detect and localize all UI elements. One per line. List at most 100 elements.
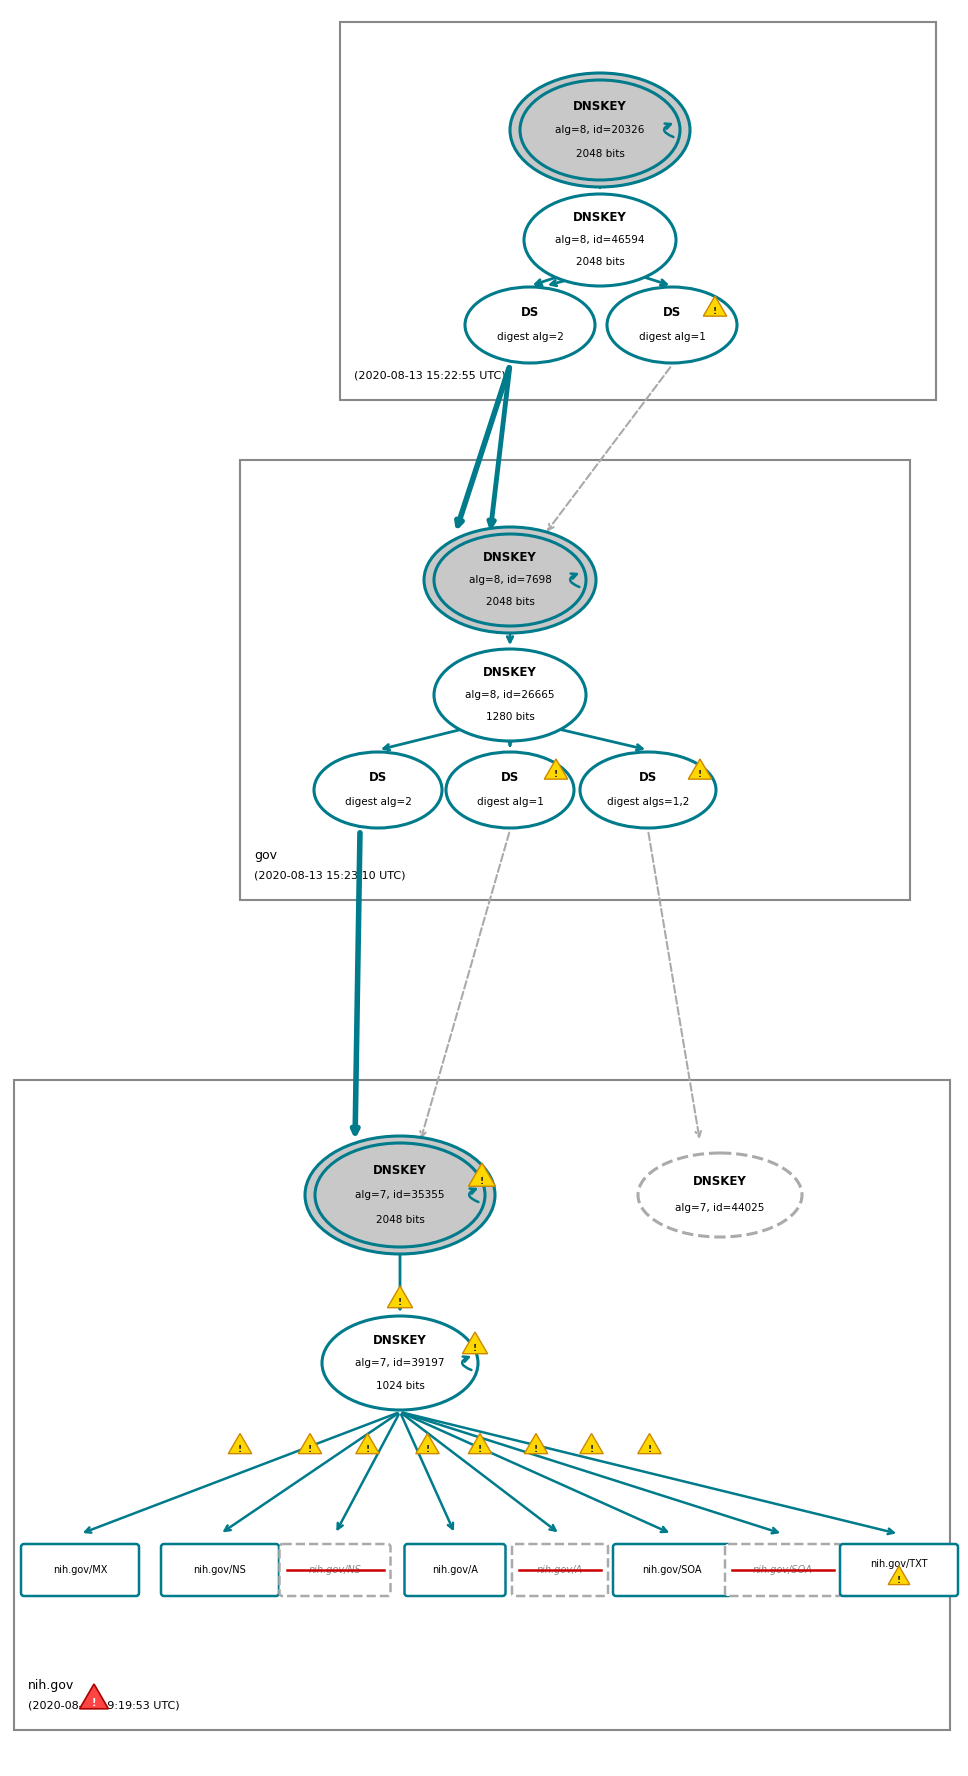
FancyBboxPatch shape <box>21 1543 139 1597</box>
Polygon shape <box>469 1163 496 1186</box>
FancyBboxPatch shape <box>725 1543 841 1597</box>
Ellipse shape <box>424 527 596 632</box>
Text: DNSKEY: DNSKEY <box>573 211 627 224</box>
Ellipse shape <box>322 1316 478 1410</box>
Text: DNSKEY: DNSKEY <box>483 666 537 680</box>
Text: (2020-08-13 15:23:10 UTC): (2020-08-13 15:23:10 UTC) <box>254 870 406 879</box>
Text: alg=7, id=39197: alg=7, id=39197 <box>355 1359 444 1368</box>
Text: !: ! <box>478 1444 482 1453</box>
Text: DNSKEY: DNSKEY <box>373 1334 427 1346</box>
Text: digest algs=1,2: digest algs=1,2 <box>607 797 689 806</box>
Text: gov: gov <box>254 849 277 861</box>
Text: !: ! <box>398 1298 402 1307</box>
Text: DS: DS <box>663 305 681 320</box>
Ellipse shape <box>524 194 676 286</box>
Text: !: ! <box>534 1444 538 1453</box>
Text: nih.gov/NS: nih.gov/NS <box>309 1565 361 1575</box>
Text: DS: DS <box>369 771 387 785</box>
Text: nih.gov/TXT: nih.gov/TXT <box>870 1559 927 1568</box>
Polygon shape <box>580 1433 603 1453</box>
Text: DNSKEY: DNSKEY <box>483 551 537 565</box>
Text: alg=8, id=46594: alg=8, id=46594 <box>556 234 645 245</box>
FancyBboxPatch shape <box>512 1543 608 1597</box>
Polygon shape <box>544 758 567 780</box>
Text: DS: DS <box>521 305 539 320</box>
Text: !: ! <box>473 1344 477 1353</box>
Text: nih.gov/SOA: nih.gov/SOA <box>753 1565 813 1575</box>
Text: alg=8, id=26665: alg=8, id=26665 <box>466 691 555 700</box>
FancyBboxPatch shape <box>405 1543 505 1597</box>
Text: !: ! <box>648 1444 651 1453</box>
Polygon shape <box>469 1433 492 1453</box>
Ellipse shape <box>434 648 586 741</box>
Ellipse shape <box>305 1137 495 1254</box>
Text: nih.gov: nih.gov <box>28 1678 75 1693</box>
Polygon shape <box>889 1566 910 1584</box>
FancyBboxPatch shape <box>280 1543 390 1597</box>
Text: DNSKEY: DNSKEY <box>573 99 627 112</box>
Text: (2020-08-13 15:22:55 UTC): (2020-08-13 15:22:55 UTC) <box>354 369 505 380</box>
Ellipse shape <box>434 535 586 625</box>
Ellipse shape <box>314 751 442 828</box>
Text: !: ! <box>590 1444 593 1453</box>
Text: !: ! <box>698 771 702 780</box>
FancyBboxPatch shape <box>240 460 910 900</box>
Text: nih.gov/A: nih.gov/A <box>537 1565 583 1575</box>
Text: alg=7, id=44025: alg=7, id=44025 <box>676 1204 765 1213</box>
Text: digest alg=2: digest alg=2 <box>345 797 411 806</box>
Text: 2048 bits: 2048 bits <box>576 258 624 266</box>
Polygon shape <box>688 758 711 780</box>
Ellipse shape <box>510 73 690 186</box>
Polygon shape <box>463 1332 488 1353</box>
Ellipse shape <box>580 751 716 828</box>
FancyBboxPatch shape <box>161 1543 279 1597</box>
Text: !: ! <box>554 771 559 780</box>
Text: nih.gov/A: nih.gov/A <box>432 1565 478 1575</box>
Text: DNSKEY: DNSKEY <box>693 1176 747 1188</box>
Text: 1024 bits: 1024 bits <box>376 1380 424 1391</box>
FancyBboxPatch shape <box>340 21 936 400</box>
Text: !: ! <box>92 1698 96 1709</box>
Text: 2048 bits: 2048 bits <box>576 149 624 160</box>
Polygon shape <box>416 1433 439 1453</box>
Polygon shape <box>79 1684 108 1709</box>
Text: !: ! <box>713 307 717 316</box>
Text: digest alg=2: digest alg=2 <box>497 332 563 343</box>
Text: DS: DS <box>639 771 657 785</box>
Ellipse shape <box>607 288 737 362</box>
Text: nih.gov/NS: nih.gov/NS <box>194 1565 247 1575</box>
Text: alg=8, id=20326: alg=8, id=20326 <box>556 124 645 135</box>
Text: digest alg=1: digest alg=1 <box>639 332 706 343</box>
Ellipse shape <box>315 1144 485 1247</box>
Polygon shape <box>525 1433 548 1453</box>
Polygon shape <box>387 1286 412 1307</box>
Polygon shape <box>356 1433 379 1453</box>
Polygon shape <box>704 297 727 316</box>
Text: nih.gov/MX: nih.gov/MX <box>53 1565 107 1575</box>
Text: !: ! <box>480 1176 484 1186</box>
Ellipse shape <box>446 751 574 828</box>
Text: !: ! <box>426 1444 430 1453</box>
FancyBboxPatch shape <box>613 1543 731 1597</box>
Ellipse shape <box>638 1153 802 1238</box>
Polygon shape <box>298 1433 321 1453</box>
Text: DNSKEY: DNSKEY <box>373 1163 427 1176</box>
Text: 1280 bits: 1280 bits <box>486 712 534 723</box>
Polygon shape <box>228 1433 252 1453</box>
Text: alg=7, id=35355: alg=7, id=35355 <box>355 1190 444 1201</box>
Text: 2048 bits: 2048 bits <box>486 597 534 607</box>
Polygon shape <box>638 1433 661 1453</box>
Text: (2020-08-13 19:19:53 UTC): (2020-08-13 19:19:53 UTC) <box>28 1700 180 1710</box>
Text: !: ! <box>308 1444 312 1453</box>
Text: DS: DS <box>500 771 519 785</box>
Text: nih.gov/SOA: nih.gov/SOA <box>642 1565 702 1575</box>
Text: !: ! <box>238 1444 242 1453</box>
Text: 2048 bits: 2048 bits <box>376 1215 424 1225</box>
Text: !: ! <box>897 1575 901 1584</box>
Text: !: ! <box>366 1444 370 1453</box>
Ellipse shape <box>465 288 595 362</box>
Ellipse shape <box>520 80 680 179</box>
Text: alg=8, id=7698: alg=8, id=7698 <box>469 575 552 584</box>
FancyBboxPatch shape <box>14 1080 950 1730</box>
FancyBboxPatch shape <box>840 1543 958 1597</box>
